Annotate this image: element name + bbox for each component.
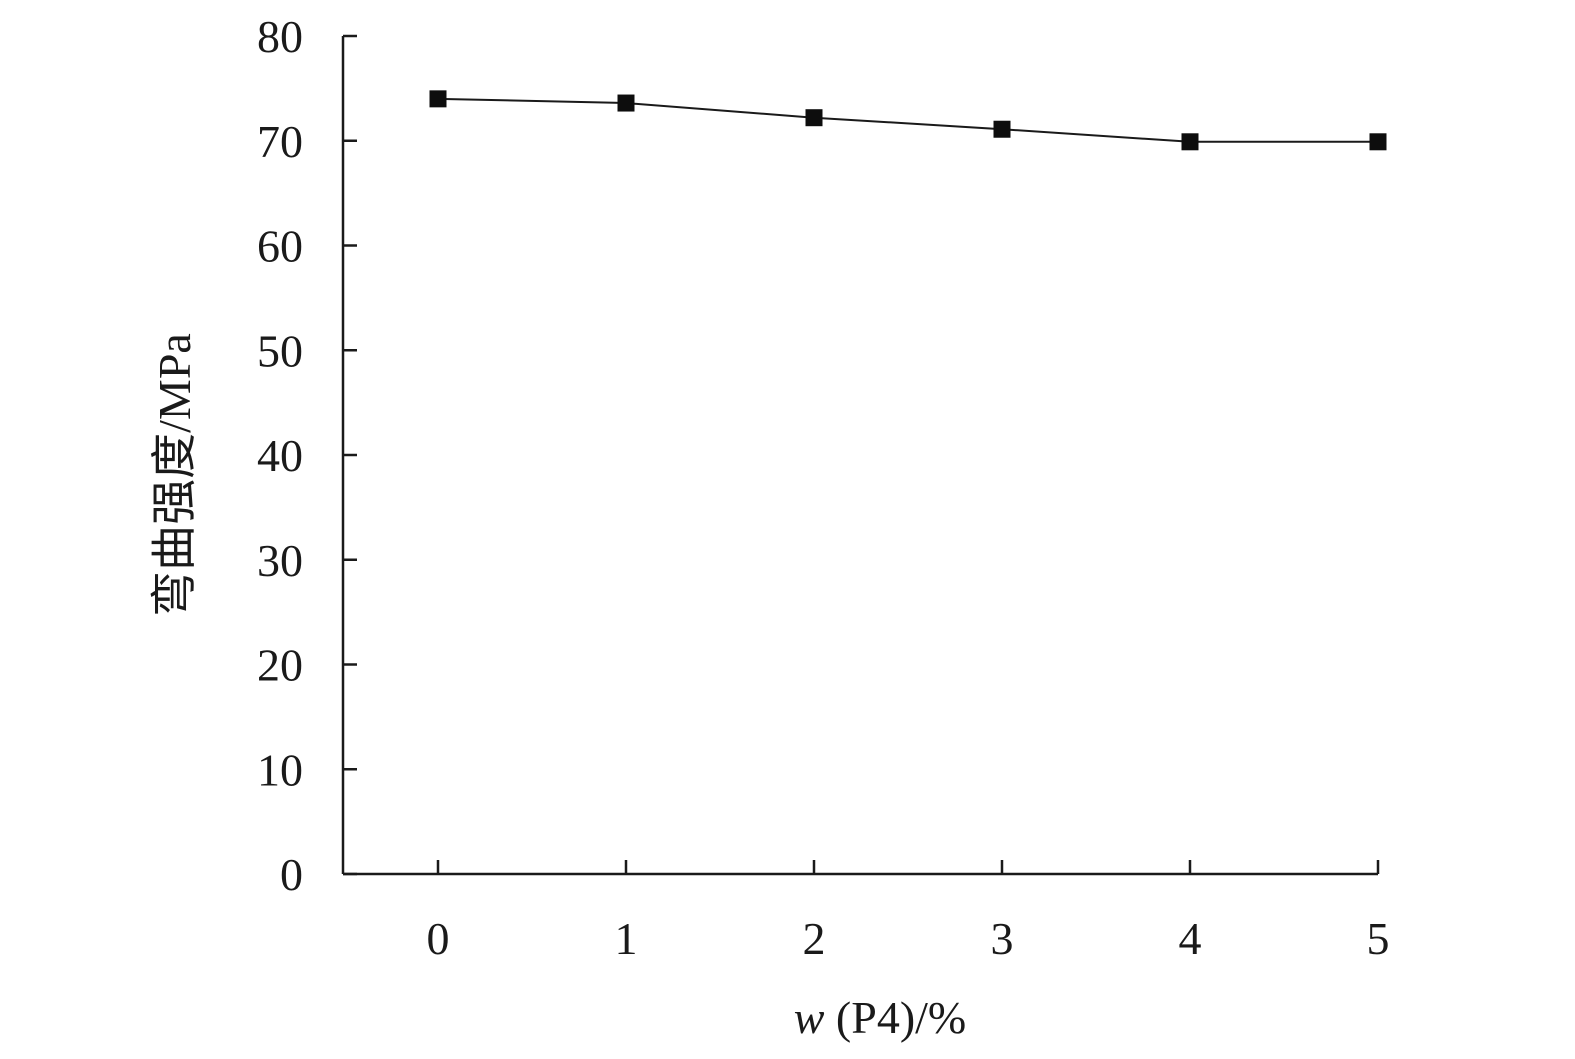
series-line — [437, 97, 1378, 143]
y-tick-label: 20 — [257, 640, 303, 691]
data-point-marker — [805, 109, 823, 127]
y-tick-label: 60 — [257, 221, 303, 272]
y-ticks: 0 10 20 30 40 50 60 70 80 — [257, 11, 357, 900]
axes — [341, 36, 1378, 876]
x-axis-title-rest: (P4)/% — [824, 992, 966, 1043]
y-tick-label: 10 — [257, 744, 303, 795]
x-axis-title: w (P4)/% — [794, 992, 967, 1043]
y-tick-label: 0 — [280, 849, 303, 900]
x-ticks: 0 1 2 3 4 5 — [427, 860, 1390, 964]
x-tick-label: 1 — [615, 913, 638, 964]
x-tick-label: 3 — [991, 913, 1014, 964]
x-tick-label: 4 — [1179, 913, 1202, 964]
data-point-marker — [429, 90, 447, 108]
x-tick-label: 0 — [427, 913, 450, 964]
data-point-marker — [1181, 133, 1199, 151]
x-tick-label: 2 — [803, 913, 826, 964]
series-layer — [429, 90, 1387, 151]
data-point-marker — [993, 120, 1011, 138]
y-tick-label: 70 — [257, 116, 303, 167]
x-tick-label: 5 — [1367, 913, 1390, 964]
data-point-marker — [1369, 133, 1387, 151]
data-point-marker — [617, 94, 635, 112]
y-tick-label: 80 — [257, 11, 303, 62]
y-tick-label: 40 — [257, 430, 303, 481]
y-axis-title: 弯曲强度/MPa — [149, 333, 200, 617]
x-axis-title-variable: w — [794, 992, 825, 1043]
y-tick-label: 50 — [257, 325, 303, 376]
y-tick-label: 30 — [257, 535, 303, 586]
